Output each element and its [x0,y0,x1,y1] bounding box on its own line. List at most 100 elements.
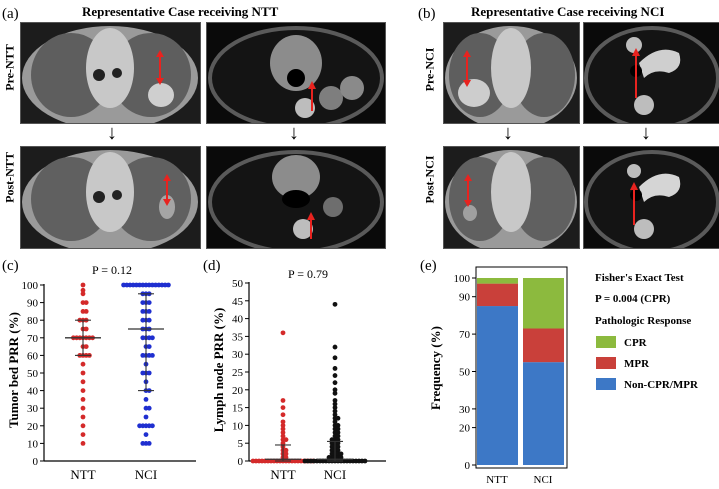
data-point [280,398,286,403]
y-tick-label: 40 [232,314,244,326]
row-label-pre-nci: Pre-NCI [422,47,437,92]
data-point [150,353,155,358]
data-point [166,282,171,288]
ct-image-ntt-pre-lung [20,22,201,124]
data-point [335,433,341,439]
data-point [329,437,335,443]
data-point [335,423,341,428]
y-tick-label: 50 [27,368,39,380]
bar-segment [523,362,564,465]
data-point [332,380,338,386]
pathologic-response-chart: Frequency (%) 0 20 30 50 70 90 100 NTT NCI Fis… [428,266,699,486]
data-point [150,423,155,429]
ct-image-ntt-pre-mediastinal [206,22,386,124]
data-point [332,412,338,418]
data-point [80,397,86,402]
legend-title: Pathologic Response [595,315,691,327]
legend-label: CPR [624,337,648,349]
y-tick-label: 0 [465,460,471,472]
y-tick-label: 30 [459,404,471,416]
data-point [140,441,146,446]
data-point [335,426,341,432]
data-point [143,432,149,437]
data-point [80,405,86,411]
chart-e-ylabel: Frequency (%) [428,326,443,410]
data-point [280,423,286,428]
y-tick-label: 100 [22,280,39,292]
y-tick-label: 90 [27,298,39,310]
y-tick-label: 5 [238,438,244,450]
data-point [80,291,86,297]
y-tick-label: 45 [232,296,244,308]
data-point [80,379,86,385]
data-point [280,412,286,418]
data-point [335,447,341,453]
data-point [83,309,89,314]
y-tick-label: 100 [454,273,471,285]
panel-label-a: (a) [2,6,19,22]
data-point [283,451,289,457]
data-point [362,458,368,464]
y-tick-label: 70 [27,333,39,345]
legend-swatch [596,336,616,348]
chart-c-xtick-nci: NCI [135,467,157,482]
data-point [329,440,335,446]
data-point [143,414,149,420]
panel-label-e: (e) [420,258,437,274]
data-point [80,370,86,376]
y-tick-label: 30 [232,349,244,361]
y-tick-label: 10 [27,438,39,450]
ct-image-ntt-post-lung [20,146,201,249]
data-point [332,405,338,410]
ct-image-nci-post-mediastinal [583,146,719,249]
data-point [335,430,341,435]
tumor-bed-prr-chart: P = 0.12 Tumor bed PRR (%) 0 10 20 30 40 50 60… [6,263,196,482]
chart-c-xtick-ntt: NTT [70,467,95,482]
arrow-down-icon: ↓ [107,122,117,144]
data-point [332,419,338,425]
data-point [140,353,146,358]
chart-e-xtick-ntt: NTT [486,474,508,486]
data-point [335,444,341,450]
y-tick-label: 30 [27,403,39,415]
y-tick-label: 60 [27,350,39,362]
data-point [140,370,146,376]
panel-title-b: Representative Case receiving NCI [471,4,665,19]
data-point [280,433,286,439]
data-point [280,405,286,410]
data-point [335,437,341,443]
y-tick-label: 10 [232,420,244,432]
data-point [280,426,286,432]
data-point [332,390,338,396]
data-point [332,355,338,361]
data-point [121,282,126,288]
y-tick-label: 90 [459,292,471,304]
y-tick-label: 70 [459,329,471,341]
panel-title-a: Representative Case receiving NTT [82,4,279,19]
chart-d-xtick-ntt: NTT [270,467,295,482]
data-point [146,309,152,314]
data-point [332,366,338,371]
data-point [83,300,89,305]
data-point [146,300,152,305]
data-point [140,309,146,314]
data-point [332,387,338,393]
y-tick-label: 50 [459,367,471,379]
data-point [302,458,308,464]
data-point [332,401,338,407]
data-point [335,440,341,446]
data-point [80,432,86,437]
fisher-test-result: P = 0.004 (CPR) [595,293,671,305]
data-point [80,388,86,393]
bar-segment [477,278,518,284]
data-point [143,397,149,402]
data-point [332,344,338,350]
chart-d-xtick-nci: NCI [324,467,346,482]
data-point [280,430,286,435]
legend-label: Non-CPR/MPR [624,379,699,391]
data-point [338,451,344,457]
data-point [140,300,146,305]
y-tick-label: 0 [33,456,39,468]
data-point [329,451,335,457]
bar-segment [477,306,518,465]
